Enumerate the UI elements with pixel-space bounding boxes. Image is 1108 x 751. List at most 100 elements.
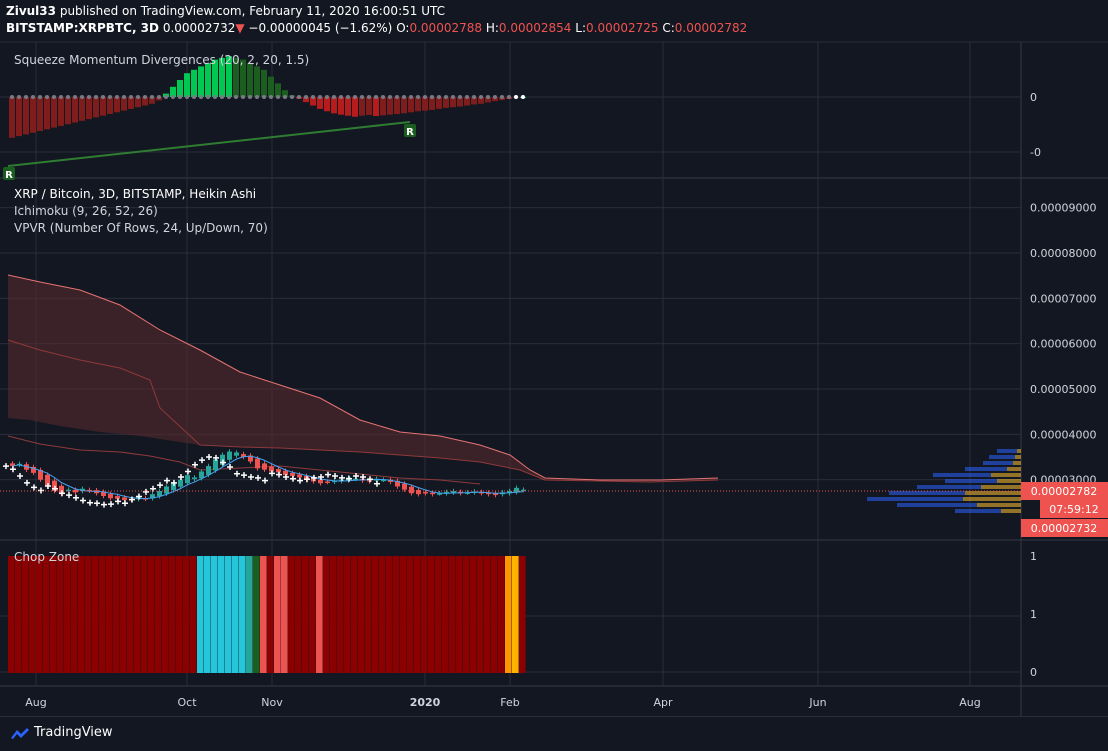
candle-body bbox=[199, 471, 204, 479]
momentum-bar bbox=[394, 97, 400, 114]
lagging-span-point bbox=[374, 480, 380, 487]
candle-body bbox=[493, 493, 498, 496]
chop-zone-bar bbox=[295, 556, 302, 673]
chop-zone-bar bbox=[288, 556, 295, 673]
chop-zone-title[interactable]: Chop Zone bbox=[14, 550, 80, 564]
momentum-bar bbox=[282, 90, 288, 97]
volume-profile-up bbox=[897, 503, 977, 507]
squeeze-dot bbox=[486, 95, 490, 99]
author-name[interactable]: Zivul33 bbox=[6, 4, 56, 18]
lagging-span-point bbox=[10, 466, 16, 473]
squeeze-dot bbox=[276, 95, 280, 99]
price-axis[interactable]: 0.00009000 0.00008000 0.00007000 0.00006000… bbox=[1030, 202, 1096, 487]
symbol-label[interactable]: BITSTAMP:XRPBTC, 3D bbox=[6, 21, 159, 35]
squeeze-dot bbox=[178, 95, 182, 99]
tradingview-brand[interactable]: TradingView bbox=[10, 725, 113, 740]
momentum-bar bbox=[317, 97, 323, 109]
squeeze-dot bbox=[31, 95, 35, 99]
price-badge-prev: 0.00002732 bbox=[1021, 519, 1108, 537]
chop-zone-bar bbox=[64, 556, 71, 673]
candle-body bbox=[444, 491, 449, 494]
momentum-bar bbox=[226, 56, 232, 97]
candle-body bbox=[332, 480, 337, 483]
svg-text:R: R bbox=[406, 127, 414, 138]
candle-body bbox=[409, 486, 414, 494]
chop-zone-bar bbox=[85, 556, 92, 673]
momentum-bar bbox=[100, 97, 106, 116]
vpvr-title[interactable]: VPVR (Number Of Rows, 24, Up/Down, 70) bbox=[14, 221, 268, 235]
chop-zone-bar bbox=[344, 556, 351, 673]
squeeze-dot bbox=[283, 95, 287, 99]
candle-body bbox=[59, 485, 64, 495]
chop-zone-bar bbox=[456, 556, 463, 673]
squeeze-dot bbox=[171, 95, 175, 99]
lagging-span-point bbox=[206, 454, 212, 460]
lagging-span-point bbox=[136, 493, 142, 500]
lagging-span-point bbox=[101, 501, 107, 508]
squeeze-dot bbox=[381, 95, 385, 99]
candle-body bbox=[80, 488, 85, 492]
chop-zone-bar bbox=[267, 556, 274, 673]
chop-zone-bar bbox=[50, 556, 57, 673]
chop-zone-bar bbox=[519, 556, 526, 673]
open-value: 0.00002788 bbox=[409, 21, 482, 35]
squeeze-dot bbox=[101, 95, 105, 99]
divergence-marker-right[interactable]: R bbox=[404, 124, 416, 138]
momentum-bar bbox=[65, 97, 71, 125]
momentum-bar bbox=[128, 97, 134, 109]
momentum-bar bbox=[310, 97, 316, 106]
candle-body bbox=[430, 492, 435, 495]
momentum-bar bbox=[16, 97, 22, 137]
candle-body bbox=[353, 478, 358, 481]
squeeze-dot bbox=[59, 95, 63, 99]
candle-body bbox=[171, 483, 176, 491]
conversion-line bbox=[11, 455, 524, 500]
lagging-span-point bbox=[87, 499, 93, 506]
squeeze-dot bbox=[416, 95, 420, 99]
candle-body bbox=[283, 470, 288, 476]
squeeze-dot bbox=[157, 95, 161, 99]
chop-zone-bar bbox=[246, 556, 253, 673]
volume-profile-down bbox=[977, 503, 1021, 507]
squeeze-dot bbox=[500, 95, 504, 99]
time-tick-label: 2020 bbox=[410, 696, 441, 709]
momentum-bar bbox=[485, 97, 491, 103]
squeeze-title[interactable]: Squeeze Momentum Divergences (20, 2, 20,… bbox=[14, 53, 310, 67]
squeeze-dot bbox=[472, 95, 476, 99]
ichimoku-lines bbox=[3, 454, 524, 508]
squeeze-dot bbox=[164, 95, 168, 99]
squeeze-axis-zero: 0 bbox=[1030, 91, 1037, 104]
chop-zone-bar bbox=[281, 556, 288, 673]
chop-zone-bar bbox=[99, 556, 106, 673]
lagging-span-point bbox=[339, 474, 345, 481]
momentum-bar bbox=[478, 97, 484, 104]
candle-body bbox=[38, 469, 43, 480]
squeeze-dot bbox=[17, 95, 21, 99]
candle-body bbox=[108, 493, 113, 499]
main-title[interactable]: XRP / Bitcoin, 3D, BITSTAMP, Heikin Ashi bbox=[14, 187, 257, 201]
chop-axis-top: 1 bbox=[1030, 550, 1037, 563]
chop-zone-bar bbox=[176, 556, 183, 673]
chart-canvas[interactable]: R R 0 -0 0.000090000.000080000.000070000… bbox=[0, 0, 1108, 716]
chop-zone-bar bbox=[183, 556, 190, 673]
squeeze-dot bbox=[192, 95, 196, 99]
time-axis[interactable]: Aug Oct Nov 2020 Feb Apr Jun Aug bbox=[25, 696, 980, 709]
volume-profile-down bbox=[997, 479, 1021, 483]
momentum-bar bbox=[373, 97, 379, 117]
chop-zone-bar bbox=[253, 556, 260, 673]
momentum-bar bbox=[142, 97, 148, 106]
squeeze-dot bbox=[45, 95, 49, 99]
candle-body bbox=[507, 491, 512, 494]
momentum-bar bbox=[121, 97, 127, 111]
chop-zone-bar bbox=[204, 556, 211, 673]
divergence-marker-left[interactable]: R bbox=[3, 167, 15, 181]
squeeze-dot bbox=[402, 95, 406, 99]
momentum-bar bbox=[457, 97, 463, 107]
ichimoku-title[interactable]: Ichimoku (9, 26, 52, 26) bbox=[14, 204, 158, 218]
lagging-span-point bbox=[220, 459, 226, 466]
lagging-span-point bbox=[59, 490, 65, 497]
squeeze-dot bbox=[185, 95, 189, 99]
squeeze-dot bbox=[108, 95, 112, 99]
chop-zone-bar bbox=[169, 556, 176, 673]
price-tick-label: 0.00005000 bbox=[1030, 383, 1096, 396]
